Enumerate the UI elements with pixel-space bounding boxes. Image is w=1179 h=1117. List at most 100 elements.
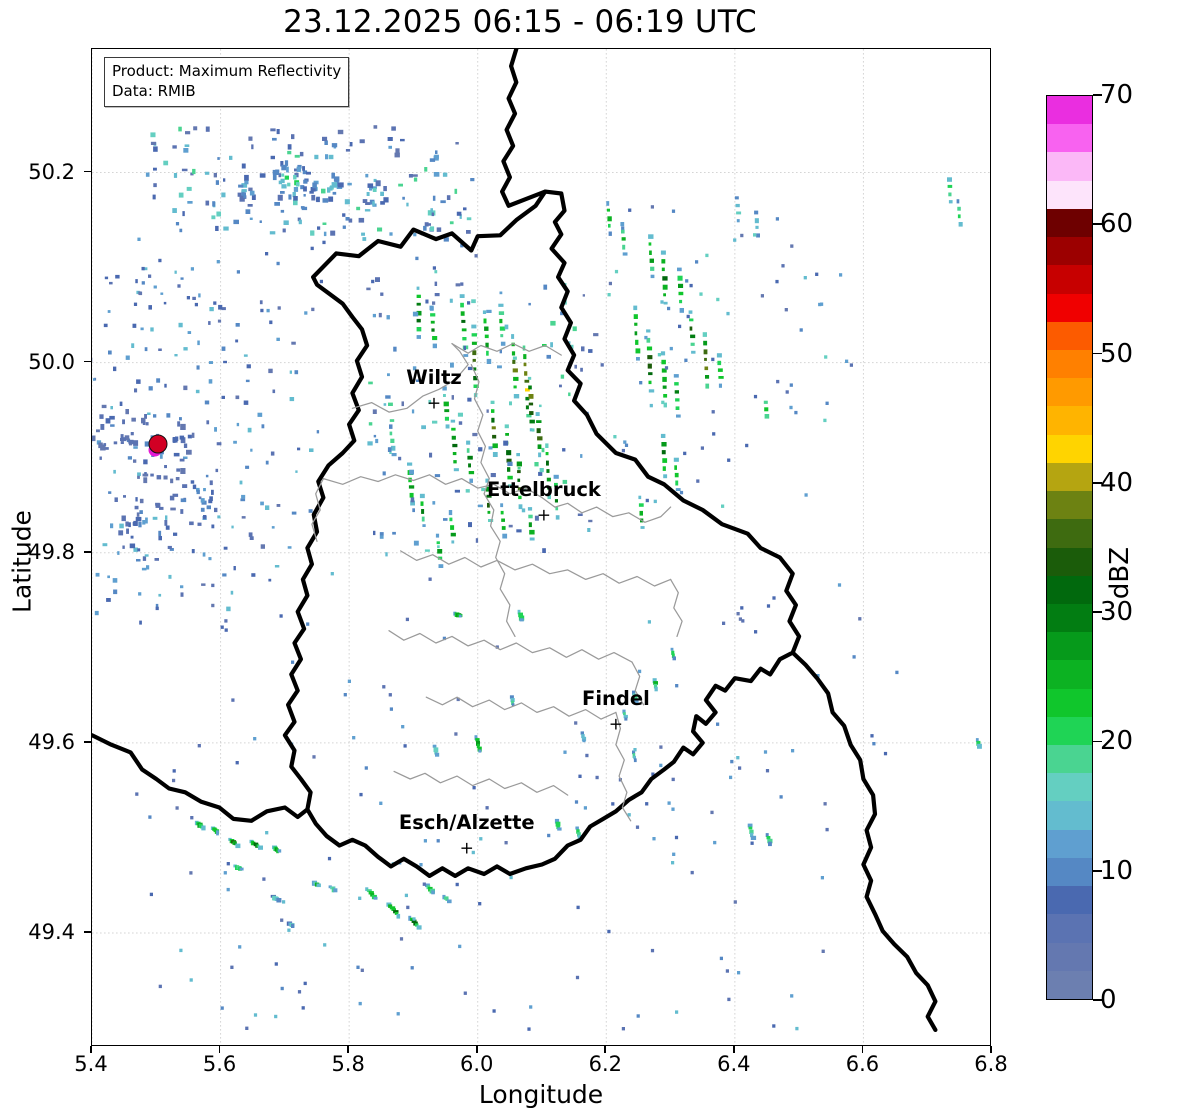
radar-echo-pixel: [169, 495, 175, 501]
district-border-13: [311, 477, 325, 542]
radar-echo-pixel: [568, 341, 571, 344]
radar-echo-pixel: [135, 792, 139, 796]
radar-echo-pixel: [535, 412, 540, 416]
radar-echo-pixel: [727, 997, 731, 1002]
radar-echo-pixel: [517, 467, 521, 470]
radar-echo-pixel: [241, 516, 246, 519]
radar-echo-pixel: [485, 342, 489, 348]
radar-echo-pixel: [412, 174, 418, 177]
radar-echo-pixel: [389, 451, 392, 454]
radar-echo-pixel: [789, 383, 793, 387]
radar-echo-pixel: [180, 585, 184, 589]
page-title: 23.12.2025 06:15 - 06:19 UTC: [283, 4, 757, 40]
y-tick-mark: [84, 360, 91, 363]
radar-echo-pixel: [135, 279, 138, 284]
radar-echo-pixel: [265, 831, 269, 835]
colorbar-tick-mark: [1093, 352, 1102, 355]
radar-echo-pixel: [387, 137, 393, 141]
radar-echo-pixel: [187, 331, 192, 334]
radar-map-plot[interactable]: Wiltz + Ettelbruck + Findel + Esch/Alzette + Pr…: [91, 48, 991, 1046]
radar-echo-pixel: [416, 294, 421, 298]
product-info-box: Product: Maximum Reflectivity Data: RMIB: [104, 57, 350, 107]
radar-echo-pixel: [342, 213, 346, 217]
radar-echo-pixel: [371, 279, 375, 284]
radar-echo-pixel: [568, 392, 571, 397]
radar-echo-pixel: [159, 454, 163, 459]
y-tick-mark: [84, 170, 91, 173]
radar-echo-pixel: [148, 274, 152, 278]
radar-echo-pixel: [608, 281, 612, 286]
radar-echo-pixel: [175, 436, 179, 441]
radar-echo-pixel: [158, 536, 162, 541]
radar-site-marker[interactable]: [148, 434, 168, 454]
radar-echo-pixel: [499, 326, 506, 331]
radar-echo-pixel: [702, 332, 707, 337]
radar-echo-pixel: [233, 566, 236, 571]
radar-echo-pixel: [562, 448, 566, 452]
radar-echo-pixel: [338, 182, 344, 188]
radar-echo-pixel: [193, 126, 198, 131]
radar-echo-pixel: [450, 525, 455, 530]
radar-echo-pixel: [382, 471, 386, 476]
radar-echo-pixel: [522, 485, 527, 490]
radar-echo-pixel: [433, 155, 439, 161]
radar-echo-pixel: [415, 379, 419, 382]
radar-echo-pixel: [536, 428, 541, 434]
radar-echo-pixel: [463, 354, 469, 357]
radar-echo-pixel: [436, 541, 440, 545]
radar-echo-pixel: [684, 358, 688, 362]
colorbar-band: [1047, 462, 1092, 492]
radar-echo-pixel: [478, 749, 482, 753]
radar-echo-pixel: [241, 190, 245, 196]
radar-echo-pixel: [632, 750, 636, 755]
radar-echo-pixel: [648, 372, 653, 376]
radar-echo-pixel: [735, 203, 740, 208]
city-label-findel: Findel: [582, 687, 650, 711]
radar-echo-pixel: [137, 475, 140, 479]
radar-echo-pixel: [201, 500, 207, 505]
radar-echo-pixel: [456, 211, 462, 216]
radar-echo-pixel: [295, 470, 298, 473]
radar-echo-pixel: [528, 522, 532, 528]
radar-echo-pixel: [150, 141, 157, 145]
radar-echo-pixel: [557, 827, 562, 831]
radar-echo-pixel: [543, 284, 548, 290]
radar-echo-pixel: [248, 136, 253, 141]
radar-echo-pixel: [389, 707, 393, 711]
radar-echo-pixel: [196, 365, 200, 370]
radar-echo-pixel: [265, 505, 270, 510]
radar-echo-pixel: [223, 871, 227, 875]
radar-echo-pixel: [772, 1024, 776, 1028]
radar-echo-pixel: [180, 437, 186, 444]
radar-echo-pixel: [504, 841, 508, 845]
radar-echo-pixel: [472, 350, 477, 356]
radar-echo-pixel: [189, 871, 193, 875]
radar-echo-pixel: [726, 311, 730, 316]
radar-echo-pixel: [483, 318, 487, 324]
radar-echo-pixel: [775, 217, 779, 221]
radar-echo-pixel: [297, 990, 302, 994]
radar-echo-pixel: [622, 244, 626, 250]
radar-echo-pixel: [359, 792, 363, 797]
radar-echo-pixel: [486, 350, 489, 356]
radar-echo-pixel: [614, 269, 619, 274]
radar-echo-pixel: [648, 242, 652, 246]
radar-echo-pixel: [675, 406, 680, 410]
radar-echo-pixel: [466, 440, 471, 445]
radar-echo-pixel: [437, 545, 440, 549]
radar-echo-pixel: [180, 592, 184, 597]
radar-echo-pixel: [216, 260, 220, 264]
radar-echo-pixel: [275, 169, 280, 175]
city-label-ettelbruck: Ettelbruck: [486, 478, 601, 502]
radar-echo-pixel: [274, 202, 280, 206]
radar-echo-pixel: [209, 496, 213, 501]
radar-echo-pixel: [383, 403, 387, 406]
radar-echo-pixel: [895, 670, 899, 675]
radar-echo-pixel: [529, 529, 535, 535]
radar-echo-pixel: [583, 806, 587, 810]
radar-echo-pixel: [460, 282, 464, 286]
radar-echo-pixel: [526, 414, 532, 418]
radar-echo-pixel: [137, 237, 141, 241]
radar-echo-pixel: [206, 420, 210, 425]
radar-echo-pixel: [175, 806, 179, 810]
